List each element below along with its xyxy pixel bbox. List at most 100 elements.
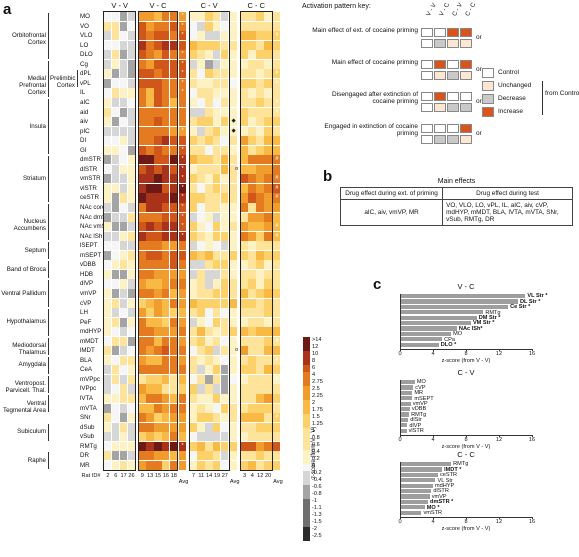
heatmap-cell bbox=[256, 126, 264, 136]
heatmap-cell bbox=[256, 279, 264, 289]
colorbar-tick: >14 bbox=[312, 336, 322, 343]
heatmap-cell bbox=[127, 97, 135, 108]
heatmap-cell bbox=[220, 327, 229, 337]
row-label-20: NAc core bbox=[80, 204, 106, 211]
heatmap-cell bbox=[256, 308, 264, 318]
heatmap-cell bbox=[240, 394, 249, 404]
heatmap-cell bbox=[169, 451, 178, 461]
heatmap-cell bbox=[104, 317, 112, 327]
heatmap-cell bbox=[197, 21, 205, 31]
heatmap-cell bbox=[111, 193, 120, 203]
heatmap-cell bbox=[104, 441, 112, 451]
heatmap-cell bbox=[146, 222, 154, 232]
heatmap-cell bbox=[220, 403, 229, 413]
heatmap-cell bbox=[146, 374, 154, 385]
heatmap-cell bbox=[264, 432, 272, 442]
heatmap-cell bbox=[119, 136, 128, 146]
colorbar-tick: -1.5 bbox=[312, 519, 322, 526]
heatmap-cell bbox=[220, 40, 229, 50]
heatmap-cell bbox=[213, 250, 221, 260]
heatmap-cell bbox=[119, 336, 128, 346]
row-label-21: NAc dmSh bbox=[80, 213, 110, 221]
heatmap-cell bbox=[205, 174, 213, 184]
heatmap-cell bbox=[104, 365, 112, 375]
heatmap-cell bbox=[146, 145, 154, 155]
heatmap-cell bbox=[229, 136, 238, 146]
heatmap-cell bbox=[146, 107, 154, 117]
heatmap-cell bbox=[189, 413, 197, 423]
heatmap-cell bbox=[178, 97, 187, 108]
heatmap-cell bbox=[220, 336, 229, 346]
bar-label: RMTg bbox=[485, 309, 501, 316]
heatmap-cell bbox=[273, 288, 281, 299]
heatmap-cell bbox=[169, 327, 178, 337]
heatmap-cell bbox=[273, 317, 281, 327]
heatmap-cell bbox=[154, 40, 162, 50]
colorbar-tick: -0.6 bbox=[312, 484, 322, 491]
heatmap-cell bbox=[104, 78, 112, 88]
heatmap-cell bbox=[154, 384, 162, 394]
x-tick-label: 12 bbox=[495, 351, 503, 357]
heatmap-cell bbox=[119, 422, 128, 432]
heatmap-cell bbox=[240, 231, 249, 241]
heatmap-cell bbox=[189, 31, 197, 41]
heatmap-cell bbox=[146, 203, 154, 213]
heatmap-cell bbox=[205, 432, 213, 442]
heatmap-cell bbox=[119, 365, 128, 375]
heatmap-cell bbox=[104, 327, 112, 337]
colorbar-swatch bbox=[303, 526, 310, 535]
heatmap-cell bbox=[104, 269, 112, 279]
heatmap-cell bbox=[213, 384, 221, 394]
heatmap-cell bbox=[248, 203, 256, 213]
heatmap-cell bbox=[273, 97, 281, 108]
bar bbox=[400, 310, 484, 315]
heatmap-cell bbox=[138, 69, 146, 79]
heatmap-cell bbox=[178, 403, 187, 413]
heatmap-cell bbox=[264, 59, 272, 69]
bar bbox=[400, 423, 408, 428]
heatmap-cell bbox=[146, 355, 154, 365]
heatmap-cell bbox=[111, 403, 120, 413]
heatmap-cell bbox=[127, 155, 135, 165]
heatmap-cell bbox=[169, 212, 178, 222]
region-label-2: Prelimbic Cortex bbox=[50, 74, 76, 89]
heatmap-cell bbox=[178, 451, 187, 461]
heatmap-cell bbox=[205, 384, 213, 394]
heatmap-cell bbox=[154, 203, 162, 213]
heatmap-cell bbox=[213, 212, 221, 222]
region-bracket-14 bbox=[48, 423, 49, 441]
heatmap-cell bbox=[161, 346, 170, 356]
heatmap-cell bbox=[161, 432, 170, 442]
heatmap-cell bbox=[169, 288, 178, 299]
heatmap-cell bbox=[146, 136, 154, 146]
heatmap-cell bbox=[127, 231, 135, 241]
heatmap-cell bbox=[161, 183, 170, 194]
heatmap-cell bbox=[220, 59, 229, 69]
heatmap-cell bbox=[248, 269, 256, 279]
heatmap-cell bbox=[154, 193, 162, 203]
heatmap-cell bbox=[240, 451, 249, 461]
bar-label: RMTg bbox=[411, 411, 427, 418]
heatmap-cell bbox=[104, 21, 112, 31]
heatmap-cell bbox=[205, 327, 213, 337]
heatmap-cell bbox=[111, 355, 120, 365]
heatmap-cell bbox=[189, 422, 197, 432]
heatmap-cell bbox=[248, 117, 256, 127]
heatmap-cell bbox=[273, 183, 281, 194]
heatmap-cell bbox=[220, 174, 229, 184]
star-marker: * bbox=[181, 89, 184, 96]
heatmap-cell bbox=[205, 241, 213, 251]
heatmap-cell bbox=[248, 97, 256, 108]
heatmap-cell bbox=[104, 432, 112, 442]
heatmap-cell bbox=[104, 183, 112, 194]
row-label-5: Cg bbox=[80, 60, 88, 68]
heatmap-cell bbox=[111, 50, 120, 60]
heatmap-cell bbox=[197, 250, 205, 260]
heatmap-cell bbox=[119, 31, 128, 41]
heatmap-cell bbox=[264, 288, 272, 299]
colorbar-tick: -1 bbox=[312, 498, 317, 505]
heatmap-cell bbox=[240, 336, 249, 346]
region-label-3: Insula bbox=[29, 122, 46, 130]
heatmap-cell bbox=[213, 21, 221, 31]
heatmap-cell bbox=[111, 145, 120, 155]
